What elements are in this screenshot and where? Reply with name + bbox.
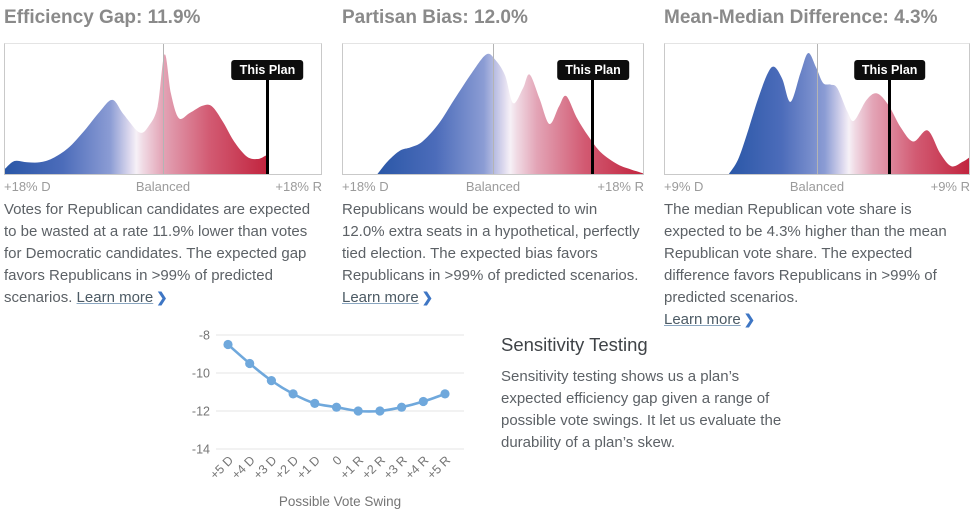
axis-label-left: +18% D [4, 179, 51, 194]
metrics-row: Efficiency Gap: 11.9% This Plan +18% D B… [4, 0, 970, 331]
axis-label-center: Balanced [465, 179, 521, 194]
panel-description: The median Republican vote share is expe… [664, 199, 970, 331]
density-axis: +9% D Balanced +9% R [664, 179, 970, 194]
svg-text:+3 R: +3 R [381, 453, 410, 482]
panel-title: Partisan Bias: 12.0% [342, 7, 528, 28]
this-plan-badge: This Plan [557, 60, 629, 80]
svg-text:+4 D: +4 D [229, 453, 258, 482]
axis-label-center: Balanced [789, 179, 845, 194]
panel-mean-median: Mean-Median Difference: 4.3% This Plan +… [664, 0, 970, 331]
axis-label-left: +18% D [342, 179, 389, 194]
this-plan-line [888, 80, 892, 174]
this-plan-line [591, 80, 595, 174]
learn-more-link[interactable]: Learn more [664, 311, 741, 328]
sensitivity-section: -8 -10 -12 -14 +5 D +4 D +3 D +2 D +1 D 0 +1 R +2 R… [0, 322, 974, 517]
svg-text:+5 D: +5 D [207, 453, 236, 482]
sensitivity-heading: Sensitivity Testing [501, 334, 648, 355]
this-plan-line [265, 80, 269, 174]
description-text: The median Republican vote share is expe… [664, 201, 947, 306]
svg-text:+1 R: +1 R [337, 453, 366, 482]
density-axis: +18% D Balanced +18% R [4, 179, 322, 194]
density-chart: This Plan [342, 43, 644, 175]
description-text: Republicans would be expected to win 12.… [342, 201, 640, 284]
svg-text:-8: -8 [199, 329, 210, 343]
density-axis: +18% D Balanced +18% R [342, 179, 644, 194]
chevron-right-icon[interactable]: ❯ [421, 290, 434, 305]
svg-text:-12: -12 [192, 405, 210, 419]
balanced-line [493, 44, 494, 174]
svg-text:+2 R: +2 R [359, 453, 388, 482]
svg-text:+1 D: +1 D [294, 453, 323, 482]
this-plan-badge: This Plan [853, 60, 926, 80]
sensitivity-chart: -8 -10 -12 -14+5 D+4 D+3 D+2 D+1 D 0+1 R+2 R… [192, 329, 464, 509]
panel-description: Votes for Republican candidates are expe… [4, 199, 322, 309]
axis-label-center: Balanced [135, 179, 191, 194]
density-area [5, 54, 268, 174]
panel-partisan-bias: Partisan Bias: 12.0% This Plan +18% D Ba… [342, 0, 644, 331]
svg-text:+2 D: +2 D [272, 453, 301, 482]
panel-efficiency-gap: Efficiency Gap: 11.9% This Plan +18% D B… [4, 0, 322, 331]
learn-more-link[interactable]: Learn more [76, 289, 154, 306]
density-chart: This Plan [4, 43, 322, 175]
density-area [728, 53, 969, 174]
svg-text:-14: -14 [192, 443, 210, 457]
svg-text:-10: -10 [192, 367, 210, 381]
balanced-line [817, 44, 818, 174]
learn-more-link[interactable]: Learn more [342, 289, 419, 306]
description-text: Votes for Republican candidates are expe… [4, 201, 311, 306]
density-chart: This Plan [664, 43, 970, 175]
svg-text:+5 R: +5 R [424, 453, 453, 482]
density-area [377, 53, 643, 174]
axis-label-right: +18% R [597, 179, 644, 194]
this-plan-badge: This Plan [231, 60, 304, 80]
balanced-line [163, 44, 164, 174]
chevron-right-icon[interactable]: ❯ [156, 290, 168, 305]
svg-text:0: 0 [330, 453, 345, 468]
svg-text:+3 D: +3 D [251, 453, 280, 482]
chevron-right-icon[interactable]: ❯ [743, 312, 756, 327]
sensitivity-description: Sensitivity testing shows us a plan’s ex… [501, 368, 782, 451]
axis-label-left: +9% D [664, 179, 704, 194]
panel-description: Republicans would be expected to win 12.… [342, 199, 644, 309]
axis-label-right: +18% R [275, 179, 322, 194]
axis-label-right: +9% R [930, 179, 970, 194]
svg-text:+4 R: +4 R [403, 453, 432, 482]
panel-title: Efficiency Gap: 11.9% [4, 7, 201, 28]
panel-title: Mean-Median Difference: 4.3% [664, 7, 938, 28]
svg-text:Possible Vote Swing: Possible Vote Swing [279, 494, 401, 509]
